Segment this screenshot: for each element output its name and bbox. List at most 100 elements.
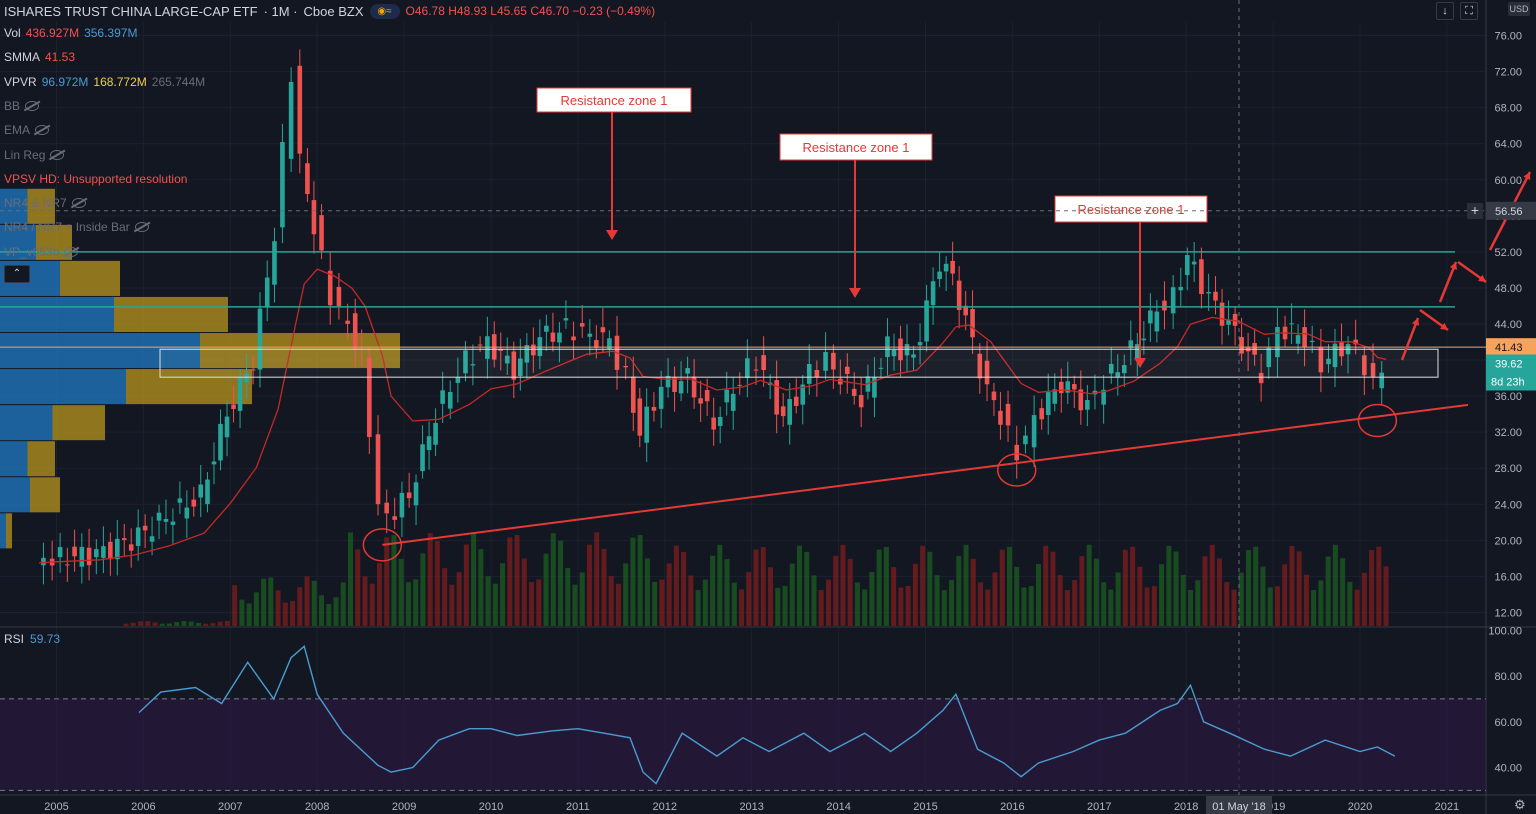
settings-gear-icon[interactable]: ⚙ <box>1514 797 1526 812</box>
candle-body <box>557 332 562 343</box>
volume-bar <box>1209 544 1215 626</box>
interval-label[interactable]: · 1M · <box>263 3 298 19</box>
support-zone-box <box>159 348 1439 378</box>
volume-bar <box>1347 581 1353 626</box>
time-tick-label: 2005 <box>44 801 68 813</box>
volume-bar <box>384 537 390 626</box>
volume-bar <box>1122 549 1128 626</box>
vp-bar-down <box>6 513 12 549</box>
indicator-name: NR4 / NR7 + Inside Bar <box>4 220 130 235</box>
rsi-line <box>138 645 1396 785</box>
candle-body <box>851 388 857 396</box>
volume-bar <box>724 559 730 626</box>
volume-bar <box>253 592 259 626</box>
price-tick-label: 76.00 <box>1494 31 1522 43</box>
volume-bar <box>536 579 542 626</box>
candle-body <box>1226 319 1231 325</box>
candle-body <box>623 365 628 368</box>
hidden-eye-icon[interactable] <box>134 222 149 233</box>
price-tick-label: 24.00 <box>1494 499 1522 511</box>
candle-body <box>550 332 556 342</box>
volume-bar <box>485 576 491 626</box>
indicator-name: VP_v053b <box>4 244 60 259</box>
candle-body <box>691 376 697 398</box>
candle-body <box>426 436 432 451</box>
hidden-eye-icon[interactable] <box>64 246 79 257</box>
vp-bar-up <box>0 477 30 513</box>
volume-bar <box>1093 558 1099 626</box>
scroll-down-button[interactable]: ↓ <box>1436 2 1454 20</box>
vp-bar-up <box>0 369 126 405</box>
price-label-text: 41.43 <box>1495 342 1523 354</box>
price-label-tag <box>1486 354 1536 373</box>
add-alert-plus-icon[interactable]: + <box>1467 203 1483 219</box>
indicator-vpvr[interactable]: VPVR 96.972M 168.772M 265.744M <box>4 73 205 91</box>
hidden-eye-icon[interactable] <box>25 100 40 111</box>
candle-body <box>128 544 134 551</box>
fullscreen-button[interactable]: ⛶ <box>1460 2 1478 20</box>
candle-body <box>440 390 445 404</box>
candle-body <box>463 350 468 374</box>
volume-bar <box>1253 546 1259 626</box>
candle-body <box>135 527 141 546</box>
session-toggle-icon[interactable]: ◉≈ <box>369 3 400 19</box>
countdown-tag <box>1486 372 1536 391</box>
candle-body <box>745 358 750 379</box>
volume-bar <box>1108 589 1114 626</box>
volume-bar <box>1231 589 1237 626</box>
volume-bar <box>565 567 571 626</box>
indicator-vp-v053b[interactable]: VP_v053b <box>4 243 79 261</box>
candle-body <box>730 393 736 411</box>
volume-bar <box>1144 587 1150 626</box>
collapse-legend-button[interactable]: ⌃ <box>4 265 30 283</box>
indicator-value: 168.772M <box>93 74 147 89</box>
volume-bar <box>166 623 172 626</box>
volume-bar <box>152 622 158 626</box>
volume-bars <box>123 532 1389 626</box>
candle-body <box>41 557 46 566</box>
price-tick-label: 32.00 <box>1494 427 1522 439</box>
exchange-label: Cboe BZX <box>303 3 364 19</box>
time-tick-label: 2009 <box>392 801 416 813</box>
indicator-nr4-nr7[interactable]: NR4 & NR7 <box>4 194 86 212</box>
indicator-ema[interactable]: EMA <box>4 121 50 139</box>
volume-bar <box>949 579 955 626</box>
indicator-vpsv-hd-unsupported-resolution[interactable]: VPSV HD: Unsupported resolution <box>4 170 187 188</box>
vp-bar-up <box>0 405 53 441</box>
hidden-eye-icon[interactable] <box>50 149 65 160</box>
projection-arrow-head <box>1411 318 1420 326</box>
symbol-title[interactable]: ISHARES TRUST CHINA LARGE-CAP ETF <box>4 3 258 19</box>
volume-bar <box>1340 558 1346 626</box>
vp-bar-up <box>0 188 28 224</box>
volume-bar <box>1115 572 1121 626</box>
annotation-arrow-head <box>849 288 861 298</box>
candle-body <box>1289 323 1294 325</box>
vp-bar-down <box>114 296 228 333</box>
volume-bar <box>1064 590 1070 626</box>
indicator-smma[interactable]: SMMA 41.53 <box>4 48 75 66</box>
low-value: L45.65 <box>490 4 527 18</box>
rsi-tick-label: 80.00 <box>1494 671 1522 683</box>
volume-bar <box>456 572 462 626</box>
volume-bar <box>811 575 817 626</box>
indicator-bb[interactable]: BB <box>4 97 40 115</box>
indicator-vol[interactable]: Vol 436.927M 356.397M <box>4 24 137 42</box>
hidden-eye-icon[interactable] <box>35 125 50 136</box>
price-tick-label: 12.00 <box>1494 607 1522 619</box>
candle-body <box>800 384 806 405</box>
candle-body <box>94 549 99 558</box>
candle-body <box>1302 327 1307 348</box>
indicator-lin-reg[interactable]: Lin Reg <box>4 146 65 164</box>
candle-body <box>1318 346 1324 373</box>
volume-bar <box>1072 580 1078 626</box>
candle-body <box>272 241 277 285</box>
candle-body <box>86 547 92 566</box>
candle-body <box>1266 347 1272 368</box>
candle-body <box>1219 302 1225 326</box>
candle-body <box>685 368 690 374</box>
candle-body <box>237 377 243 411</box>
volume-bar <box>362 576 368 626</box>
indicator-nr4-nr7-inside-bar[interactable]: NR4 / NR7 + Inside Bar <box>4 218 149 236</box>
hidden-eye-icon[interactable] <box>71 198 86 209</box>
